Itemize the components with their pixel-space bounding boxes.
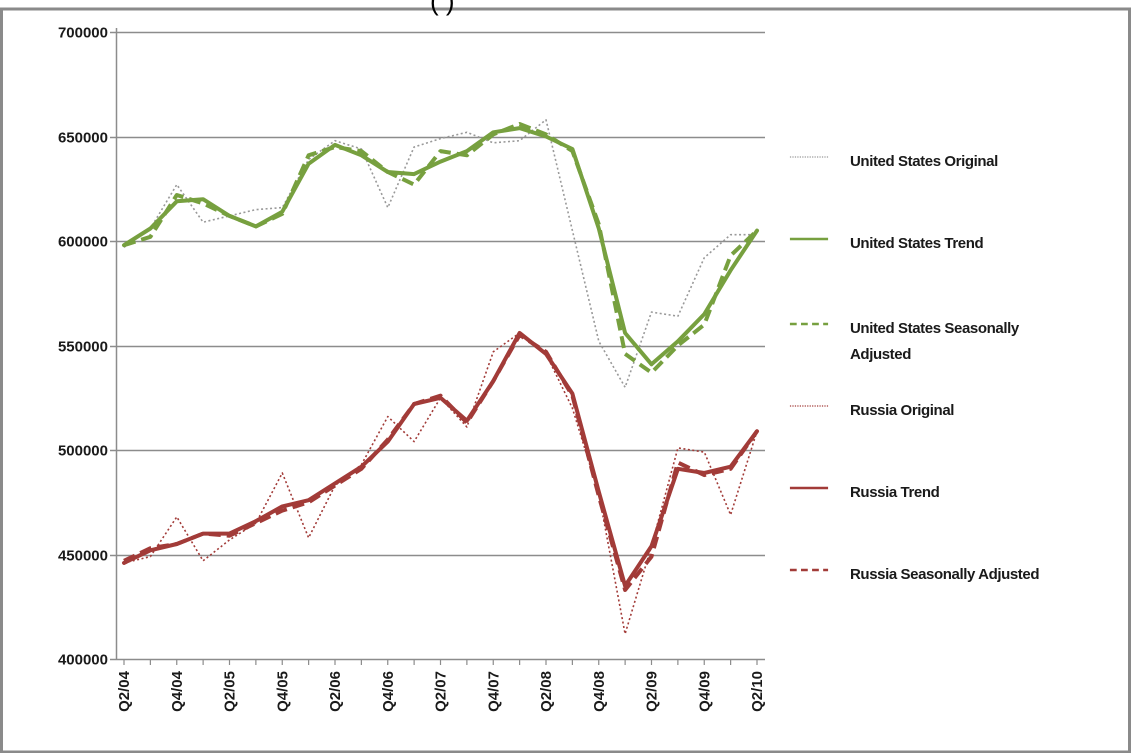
x-tick-label: Q2/07: [433, 671, 450, 712]
y-tick-label: 500000: [58, 443, 108, 460]
x-tick-label: Q2/04: [116, 670, 133, 712]
x-tick-label: Q4/08: [591, 671, 608, 712]
legend-label-us-sa: United States Seasonally Adjusted: [850, 320, 1019, 363]
y-tick-label: 700000: [58, 25, 108, 42]
y-tick-label: 650000: [58, 130, 108, 147]
legend-item-russia-original: Russia Original: [776, 398, 1100, 424]
legend-swatch-us-original: [789, 156, 829, 158]
chart-border: [0, 7, 1131, 753]
y-tick-label: 550000: [58, 339, 108, 356]
legend-item-russia-sa: Russia Seasonally Adjusted: [776, 562, 1100, 588]
gridlines: [116, 31, 765, 557]
legend-label-us-original: United States Original: [850, 153, 998, 170]
legend-label-russia-original: Russia Original: [850, 402, 955, 419]
legend-swatch-russia-trend: [789, 486, 829, 490]
x-tick-label: Q4/05: [274, 671, 291, 712]
x-tick-label: Q2/06: [327, 671, 344, 712]
x-tick-label: Q2/05: [222, 671, 239, 712]
x-tick-label: Q4/06: [380, 671, 397, 712]
y-tick-label: 600000: [58, 234, 108, 251]
legend-item-us-original: United States Original: [776, 149, 1100, 175]
x-tick-label: Q4/09: [696, 671, 713, 712]
legend-label-us-trend: United States Trend: [850, 235, 984, 252]
legend-swatch-us-sa: [789, 322, 829, 326]
legend-item-us-trend: United States Trend: [776, 231, 1100, 257]
x-tick-label: Q2/08: [538, 671, 555, 712]
series-lines: [122, 119, 759, 635]
legend-swatch-russia-sa: [789, 568, 829, 572]
series-line-russia-seasonally-adjusted: [123, 333, 759, 592]
series-line-russia-original: [123, 332, 758, 635]
series-line-russia-trend: [122, 331, 759, 588]
x-tick-label: Q4/07: [485, 671, 502, 712]
x-tick-label: Q4/04: [169, 670, 186, 712]
legend-label-russia-trend: Russia Trend: [850, 484, 940, 501]
legend-swatch-russia-original: [789, 405, 829, 407]
legend-label-russia-sa: Russia Seasonally Adjusted: [850, 566, 1040, 583]
chart-title-fragment: ( ): [430, 0, 455, 16]
legend-swatch-us-trend: [789, 237, 829, 241]
legend-item-russia-trend: Russia Trend: [776, 480, 1100, 506]
y-tick-labels: 400000 450000 500000 550000 600000 650000 7000…: [58, 25, 108, 669]
y-tick-label: 450000: [58, 548, 108, 565]
y-tick-label: 400000: [58, 652, 108, 669]
axes: [110, 28, 765, 665]
series-line-united-states-trend: [122, 126, 759, 367]
legend-item-us-sa: United States Seasonally Adjusted: [776, 316, 1065, 368]
series-line-united-states-original: [123, 119, 757, 389]
x-tick-labels: Q2/04 Q4/04 Q2/05 Q4/05 Q2/06 Q4/06 Q2/07 Q4/07…: [116, 670, 766, 712]
x-tick-label: Q2/09: [644, 671, 661, 712]
x-tick-label: Q2/10: [749, 671, 766, 712]
